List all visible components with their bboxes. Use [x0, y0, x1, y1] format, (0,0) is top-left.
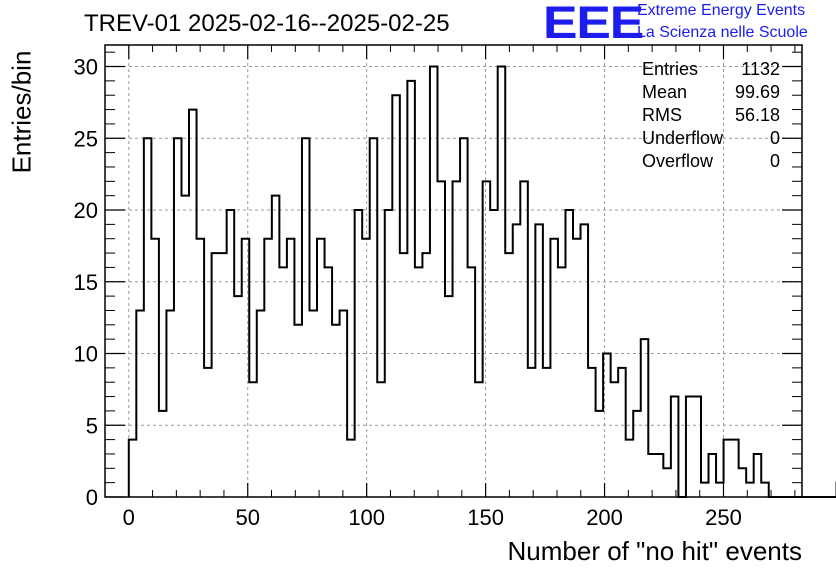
y-tick-label: 15 — [74, 270, 98, 295]
axis-ticks — [104, 45, 802, 498]
x-tick-label: 100 — [348, 505, 385, 530]
stat-label: Mean — [642, 82, 688, 102]
stat-row-underflow: Underflow 0 — [642, 127, 780, 150]
x-tick-label: 150 — [467, 505, 504, 530]
stat-label: Entries — [642, 59, 699, 79]
x-axis-label: Number of "no hit" events — [507, 536, 803, 566]
stat-value: 56.18 — [734, 105, 780, 125]
stat-row-entries: Entries 1132 — [642, 58, 780, 81]
stat-row-rms: RMS 56.18 — [642, 104, 780, 127]
stat-label: RMS — [642, 105, 682, 125]
stat-value: 0 — [769, 128, 780, 148]
stat-row-overflow: Overflow 0 — [642, 150, 780, 173]
y-axis-label: Entries/bin — [6, 50, 37, 174]
stat-label: Underflow — [642, 128, 724, 148]
x-tick-label: 0 — [123, 505, 135, 530]
stat-row-mean: Mean 99.69 — [642, 81, 780, 104]
y-tick-label: 25 — [74, 126, 98, 151]
stat-value: 99.69 — [734, 82, 780, 102]
logo-line-2: La Scienza nelle Scuole — [637, 24, 808, 41]
y-tick-label: 30 — [74, 55, 98, 80]
stat-value: 0 — [769, 151, 780, 171]
x-tick-label: 50 — [235, 505, 259, 530]
chart-title: TREV-01 2025-02-16--2025-02-25 — [84, 10, 450, 37]
y-tick-label: 20 — [74, 198, 98, 223]
tick-labels: 0 50 100 150 200 250 0 5 10 15 20 25 30 — [74, 55, 742, 530]
y-tick-label: 5 — [86, 413, 98, 438]
logo-line-1: Extreme Energy Events — [637, 2, 806, 19]
stat-value: 1132 — [741, 59, 780, 79]
stat-label: Overflow — [642, 151, 714, 171]
y-tick-label: 0 — [86, 485, 98, 510]
plot-frame — [104, 44, 803, 498]
eee-logo: EEE — [543, 0, 644, 48]
x-tick-label: 200 — [586, 505, 623, 530]
x-tick-label: 250 — [705, 505, 742, 530]
stats-box: Entries 1132 Mean 99.69 RMS 56.18 Underf… — [642, 58, 780, 173]
histogram-outline — [127, 65, 836, 498]
y-tick-label: 10 — [74, 342, 98, 367]
